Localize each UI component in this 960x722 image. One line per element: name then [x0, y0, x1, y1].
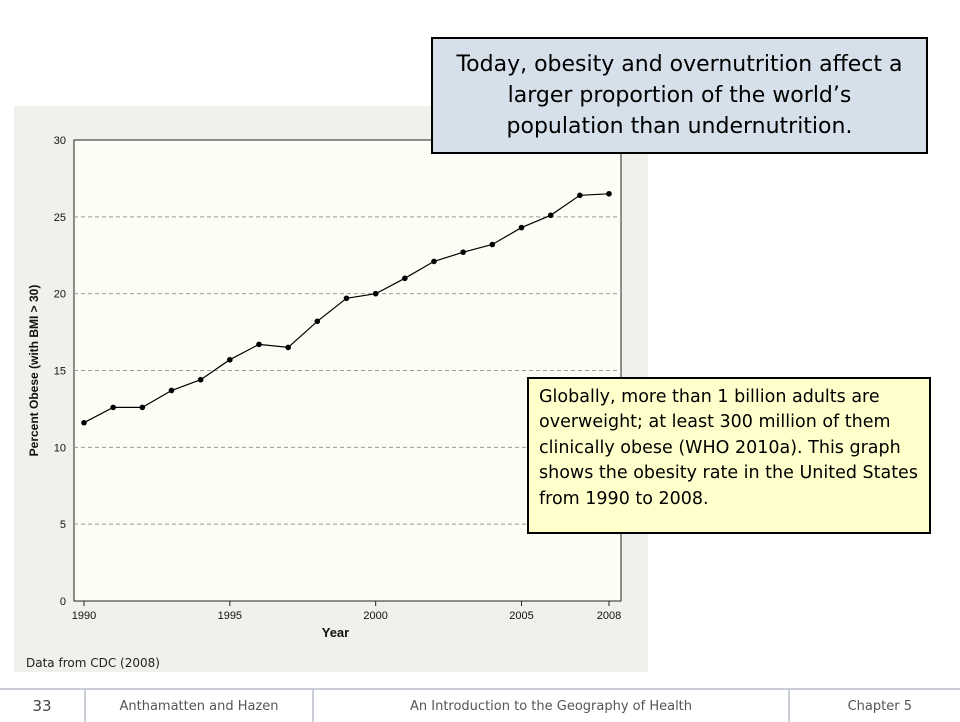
source-note: Data from CDC (2008)	[26, 656, 160, 670]
footer-chapter: Chapter 5	[847, 698, 912, 714]
data-point	[227, 356, 233, 363]
x-tick-label: 2005	[509, 610, 533, 622]
data-point	[606, 190, 612, 197]
x-tick-label: 2008	[597, 610, 621, 622]
page-number: 33	[0, 690, 86, 722]
footer-book-title: An Introduction to the Geography of Heal…	[314, 690, 790, 722]
data-point	[256, 341, 262, 348]
callout-bottom: Globally, more than 1 billion adults are…	[527, 377, 931, 534]
data-point	[518, 224, 525, 231]
callout-bottom-text: Globally, more than 1 billion adults are…	[539, 387, 918, 509]
x-tick-label: 1990	[72, 610, 96, 622]
data-point	[81, 419, 87, 426]
y-tick-label: 0	[60, 596, 66, 608]
y-tick-label: 15	[54, 366, 66, 378]
footer-authors: Anthamatten and Hazen	[86, 690, 314, 722]
data-point	[314, 318, 321, 325]
data-point	[372, 290, 379, 297]
y-tick-label: 5	[60, 519, 66, 531]
data-point	[110, 404, 116, 411]
data-point	[547, 212, 554, 219]
y-axis-label: Percent Obese (with BMI > 30)	[27, 285, 41, 457]
data-point	[577, 192, 583, 199]
y-tick-label: 30	[54, 135, 66, 147]
y-tick-label: 10	[54, 442, 66, 454]
data-point	[402, 275, 408, 282]
data-point	[139, 404, 146, 411]
callout-top-text: Today, obesity and overnutrition affect …	[456, 51, 903, 140]
data-point	[168, 387, 175, 394]
callout-top: Today, obesity and overnutrition affect …	[431, 37, 928, 154]
data-point	[489, 241, 496, 248]
y-tick-label: 25	[54, 212, 66, 224]
data-point	[460, 249, 466, 255]
x-tick-label: 1995	[218, 610, 242, 622]
data-point	[343, 295, 350, 302]
data-point	[285, 344, 291, 351]
data-point	[197, 376, 204, 383]
data-point	[431, 258, 437, 265]
x-tick-label: 2000	[363, 610, 387, 622]
slide-footer: 33 Anthamatten and Hazen An Introduction…	[0, 688, 960, 722]
y-tick-label: 20	[54, 289, 66, 301]
x-axis-label: Year	[322, 625, 349, 640]
